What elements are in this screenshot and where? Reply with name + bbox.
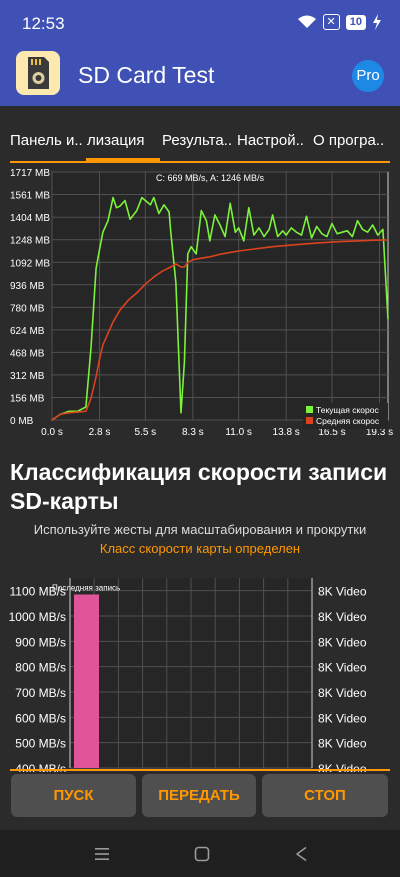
tab-about[interactable]: О програ.. — [313, 132, 385, 149]
speed-tick-label: 600 MB/s — [15, 711, 66, 725]
y-tick-label: 1717 MB — [10, 168, 50, 179]
speed-tick-label: 800 MB/s — [15, 661, 66, 675]
speed-tick-label: 900 MB/s — [15, 635, 66, 649]
speed-chart[interactable]: 1717 MB 1561 MB 1404 MB 1248 MB 1092 MB 936 M… — [0, 164, 400, 449]
class-label: 8K Video — [318, 711, 367, 725]
classification-chart[interactable]: 1100 MB/s 8K Video 1000 MB/s 8K Video 900 MB… — [0, 568, 400, 772]
active-tab-indicator — [86, 158, 160, 161]
y-tick-label: 1561 MB — [10, 191, 50, 202]
class-status: Класс скорости карты определен — [99, 541, 301, 556]
send-button[interactable]: ПЕРЕДАТЬ — [142, 774, 256, 817]
legend-background — [303, 403, 388, 429]
tab-visualization[interactable]: лизация — [87, 132, 145, 149]
class-label: 8K Video — [318, 762, 367, 772]
class-label: 8K Video — [318, 686, 367, 700]
current-speed-line — [51, 196, 389, 421]
legend-label: Средняя скорос — [316, 416, 380, 426]
tab-divider — [10, 161, 390, 163]
speed-tick-label: 1100 MB/s — [10, 585, 66, 599]
speed-tick-label: 400 MB/s — [15, 762, 66, 772]
notification-box: ✕ — [322, 14, 340, 30]
tab-results[interactable]: Результа.. — [162, 132, 233, 149]
classification-title: Классификация скорости записи SD-карты — [10, 459, 388, 514]
gesture-hint: Используйте жесты для масштабирования и … — [33, 522, 367, 537]
y-tick-label: 468 MB — [10, 348, 45, 359]
bottom-divider — [10, 769, 390, 771]
y-tick-label: 624 MB — [10, 326, 45, 337]
legend-swatch — [306, 406, 313, 413]
app-title: SD Card Test — [78, 62, 215, 88]
y-tick-label: 780 MB — [10, 303, 45, 314]
back-icon[interactable] — [292, 844, 312, 864]
status-time: 12:53 — [22, 14, 65, 33]
app-bar: SD Card Test Pro — [0, 46, 400, 106]
y-tick-label: 312 MB — [10, 371, 45, 382]
start-button[interactable]: ПУСК — [11, 774, 136, 817]
y-tick-label: 936 MB — [10, 281, 45, 292]
class-label: 8K Video — [318, 610, 367, 624]
bolt-icon — [373, 14, 381, 30]
legend-swatch — [306, 417, 313, 424]
tab-bar: Панель и.. лизация Результа.. Настрой.. … — [0, 106, 400, 163]
x-tick-label: 2.8 s — [89, 427, 111, 438]
app-logo — [16, 51, 60, 95]
y-tick-label: 1404 MB — [10, 213, 50, 224]
stop-button[interactable]: СТОП — [262, 774, 388, 817]
speed-tick-label: 1000 MB/s — [9, 610, 66, 624]
legend-label: Текущая скорос — [316, 405, 379, 415]
status-bar: 12:53 ✕ 10 — [0, 0, 400, 46]
navigation-bar — [0, 830, 400, 877]
last-record-label: Последняя запись — [52, 583, 120, 592]
chart-title: C: 669 MB/s, A: 1246 MB/s — [156, 173, 265, 183]
x-tick-label: 11.0 s — [225, 427, 252, 438]
x-tick-label: 16.5 s — [318, 427, 345, 438]
y-tick-label: 1092 MB — [10, 258, 50, 269]
x-tick-label: 5.5 s — [134, 427, 156, 438]
status-icons: ✕ 10 — [297, 14, 382, 30]
tab-settings[interactable]: Настрой.. — [237, 132, 304, 149]
battery-indicator: 10 — [345, 14, 366, 30]
average-speed-line — [51, 239, 389, 421]
tab-dashboard[interactable]: Панель и.. — [10, 132, 83, 149]
x-tick-label: 8.3 s — [182, 427, 204, 438]
menu-icon[interactable] — [92, 844, 112, 864]
y-tick-label: 156 MB — [10, 393, 45, 404]
class-label: 8K Video — [318, 661, 367, 675]
x-tick-label: 13.8 s — [273, 427, 300, 438]
sd-card-icon — [28, 57, 49, 89]
home-icon[interactable] — [192, 844, 212, 864]
class-label: 8K Video — [318, 635, 367, 649]
last-record-bar — [74, 594, 99, 768]
main-content: Панель и.. лизация Результа.. Настрой.. … — [0, 106, 400, 830]
y-tick-label: 1248 MB — [10, 236, 50, 247]
class-label: 8K Video — [318, 737, 367, 751]
class-label: 8K Video — [318, 585, 367, 599]
speed-tick-label: 500 MB/s — [15, 737, 66, 751]
x-tick-label: 0.0 s — [41, 427, 63, 438]
speed-tick-label: 700 MB/s — [15, 686, 66, 700]
wifi-icon — [297, 15, 316, 28]
y-tick-label: 0 MB — [10, 416, 34, 427]
x-tick-label: 19.3 s — [366, 427, 393, 438]
plot-area — [51, 171, 389, 421]
pro-button[interactable]: Pro — [352, 60, 384, 92]
